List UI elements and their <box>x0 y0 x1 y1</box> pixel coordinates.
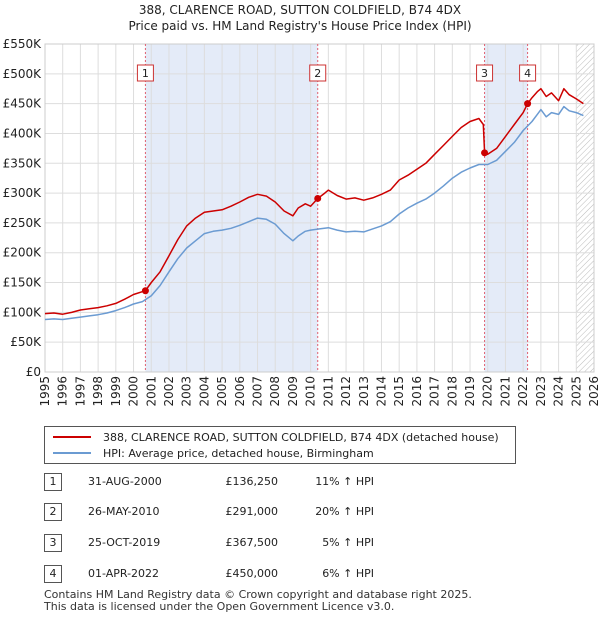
x-tick-label: 2009 <box>286 376 300 407</box>
x-tick-label: 2015 <box>392 376 406 407</box>
x-tick-label: 2023 <box>534 376 548 407</box>
x-tick-label: 1999 <box>109 376 123 407</box>
x-tick-label: 2007 <box>251 376 265 407</box>
x-tick-label: 2003 <box>180 376 194 407</box>
table-row: 3 25-OCT-2019 £367,500 5% ↑ HPI <box>44 533 444 553</box>
table-row: 1 31-AUG-2000 £136,250 11% ↑ HPI <box>44 472 444 492</box>
price-chart: 388, CLARENCE ROAD, SUTTON COLDFIELD, B7… <box>3 3 600 407</box>
sale-hpi-change: 20% ↑ HPI <box>315 505 374 518</box>
y-tick-label: £550K <box>3 37 43 51</box>
property-price-line <box>44 87 584 315</box>
sale-number-box <box>309 64 327 82</box>
x-tick-label: 2018 <box>445 376 459 407</box>
copyright-footer: Contains HM Land Registry data © Crown c… <box>44 589 472 613</box>
sale-number-badge: 3 <box>44 534 62 552</box>
x-tick-label: 2026 <box>587 376 600 407</box>
sale-number-label: 4 <box>524 67 531 80</box>
x-tick-label: 2006 <box>233 376 247 407</box>
x-tick-label: 2008 <box>268 376 282 407</box>
x-tick-label: 2011 <box>321 376 335 407</box>
x-tick-label: 2005 <box>215 376 229 407</box>
shaded-period <box>484 44 528 372</box>
hpi-line <box>44 105 584 321</box>
sale-date: 31-AUG-2000 <box>88 475 162 488</box>
x-tick-label: 2002 <box>162 376 176 407</box>
sale-number-box <box>476 64 494 82</box>
x-tick-label: 2014 <box>374 376 388 407</box>
x-tick-label: 2004 <box>197 376 211 407</box>
x-tick-label: 2016 <box>410 376 424 407</box>
x-tick-label: 2020 <box>481 376 495 407</box>
legend-entry-hpi: HPI: Average price, detached house, Birm… <box>53 445 374 461</box>
sale-point <box>481 149 489 157</box>
y-tick-label: £300K <box>3 186 43 200</box>
sale-number-badge: 2 <box>44 503 62 521</box>
y-tick-label: £400K <box>3 126 43 140</box>
x-tick-label: 1996 <box>56 376 70 407</box>
sale-number-badge: 1 <box>44 473 62 491</box>
shaded-period <box>145 44 318 372</box>
x-tick-label: 2024 <box>552 376 566 407</box>
sale-number-label: 2 <box>314 67 321 80</box>
sale-number-badge: 4 <box>44 565 62 583</box>
sale-hpi-change: 6% ↑ HPI <box>322 567 374 580</box>
legend-swatch-property <box>53 436 91 438</box>
footer-line-2: This data is licensed under the Open Gov… <box>44 600 395 613</box>
table-row: 2 26-MAY-2010 £291,000 20% ↑ HPI <box>44 502 444 522</box>
table-row: 4 01-APR-2022 £450,000 6% ↑ HPI <box>44 564 444 584</box>
sale-number-box <box>519 64 537 82</box>
x-tick-label: 2013 <box>357 376 371 407</box>
sale-date: 01-APR-2022 <box>88 567 160 580</box>
sale-hpi-change: 5% ↑ HPI <box>322 536 374 549</box>
sale-number-label: 3 <box>481 67 488 80</box>
y-tick-label: £350K <box>3 156 43 170</box>
sale-price: £291,000 <box>225 505 279 518</box>
sale-price: £450,000 <box>225 567 279 580</box>
y-tick-label: £500K <box>3 67 43 81</box>
x-tick-label: 2012 <box>339 376 353 407</box>
y-tick-label: £200K <box>3 246 43 260</box>
x-tick-label: 2010 <box>304 376 318 407</box>
legend-entry-property: 388, CLARENCE ROAD, SUTTON COLDFIELD, B7… <box>53 429 499 445</box>
sale-point <box>524 100 532 108</box>
sale-point <box>141 287 149 295</box>
hatched-region <box>576 44 594 372</box>
y-tick-label: £50K <box>10 335 42 349</box>
x-tick-label: 2017 <box>428 376 442 407</box>
x-tick-label: 1995 <box>38 376 52 407</box>
sale-number-box <box>136 64 154 82</box>
x-tick-label: 2000 <box>127 376 141 407</box>
sale-date: 25-OCT-2019 <box>88 536 161 549</box>
x-tick-label: 2021 <box>498 376 512 407</box>
x-tick-label: 1997 <box>73 376 87 407</box>
x-tick-label: 2001 <box>144 376 158 407</box>
y-tick-label: £250K <box>3 216 43 230</box>
sale-price: £136,250 <box>225 475 279 488</box>
legend-label-hpi: HPI: Average price, detached house, Birm… <box>103 446 374 460</box>
y-tick-label: £150K <box>3 276 43 290</box>
chart-subtitle: Price paid vs. HM Land Registry's House … <box>128 19 471 33</box>
sale-hpi-change: 11% ↑ HPI <box>315 475 374 488</box>
chart-title: 388, CLARENCE ROAD, SUTTON COLDFIELD, B7… <box>139 3 461 17</box>
sale-date: 26-MAY-2010 <box>88 505 160 518</box>
sale-price: £367,500 <box>225 536 279 549</box>
x-tick-label: 2019 <box>463 376 477 407</box>
x-tick-label: 1998 <box>91 376 105 407</box>
footer-line-1: Contains HM Land Registry data © Crown c… <box>44 588 472 601</box>
sale-number-label: 1 <box>142 67 149 80</box>
y-tick-label: £100K <box>3 305 43 319</box>
legend-swatch-hpi <box>53 452 91 454</box>
chart-legend: 388, CLARENCE ROAD, SUTTON COLDFIELD, B7… <box>44 426 516 464</box>
legend-label-property: 388, CLARENCE ROAD, SUTTON COLDFIELD, B7… <box>103 430 499 444</box>
x-tick-label: 2022 <box>516 376 530 407</box>
plot-border <box>44 43 595 373</box>
x-tick-label: 2025 <box>569 376 583 407</box>
sale-point <box>314 194 322 202</box>
y-tick-label: £0 <box>26 365 41 379</box>
y-tick-label: £450K <box>3 97 43 111</box>
